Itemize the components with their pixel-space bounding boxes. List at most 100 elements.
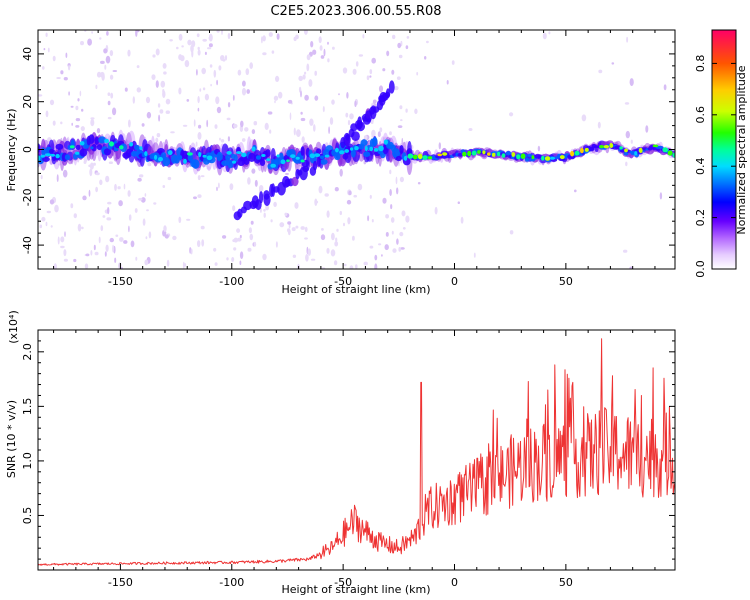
y-tick-label: 1.0	[21, 452, 34, 470]
heatmap-noise-dot	[659, 192, 663, 200]
heatmap-core-spot	[638, 147, 643, 154]
heatmap-cell	[38, 143, 41, 153]
heatmap-noise-dot	[232, 94, 235, 101]
spectrogram-xlabel: Height of straight line (km)	[281, 283, 430, 296]
heatmap-noise-dot	[96, 128, 101, 134]
heatmap-core-spot	[261, 154, 266, 157]
heatmap-cell	[334, 153, 341, 161]
heatmap-noise-dot	[326, 210, 330, 218]
heatmap-noise-dot	[331, 99, 335, 105]
heatmap-noise-dot	[56, 77, 61, 79]
heatmap-noise-dot	[106, 217, 112, 221]
heatmap-core-spot	[487, 152, 491, 156]
heatmap-noise-dot	[89, 162, 94, 170]
heatmap-noise-dot	[206, 166, 211, 170]
heatmap-noise-dot	[304, 237, 308, 240]
heatmap-noise-dot	[103, 48, 108, 54]
heatmap-noise-dot	[304, 226, 308, 232]
heatmap-core-spot	[541, 155, 545, 161]
heatmap-noise-dot	[626, 36, 629, 43]
y-tick-label: -40	[21, 236, 34, 254]
heatmap-noise-dot	[390, 217, 395, 223]
heatmap-noise-dot	[226, 117, 231, 121]
heatmap-cell	[79, 148, 88, 157]
heatmap-noise-dot	[159, 109, 164, 114]
heatmap-noise-dot	[65, 52, 68, 58]
heatmap-core-spot	[206, 155, 213, 161]
heatmap-noise-dot	[204, 51, 207, 56]
heatmap-noise-dot	[106, 31, 109, 36]
heatmap-noise-dot	[218, 65, 222, 71]
heatmap-noise-dot	[438, 142, 441, 150]
heatmap-noise-dot	[227, 32, 231, 40]
heatmap-core-spot	[290, 154, 296, 159]
heatmap-noise-dot	[379, 127, 383, 133]
heatmap-noise-dot	[216, 79, 219, 86]
heatmap-noise-dot	[202, 38, 207, 42]
heatmap-noise-dot	[226, 257, 229, 261]
heatmap-noise-dot	[398, 54, 403, 59]
heatmap-noise-dot	[363, 261, 368, 266]
heatmap-noise-dot	[296, 129, 301, 138]
heatmap-noise-dot	[52, 120, 56, 126]
heatmap-core-spot	[544, 156, 551, 161]
heatmap-noise-dot	[271, 50, 275, 54]
heatmap-noise-dot	[314, 95, 319, 101]
heatmap-cell	[216, 151, 223, 162]
spectrogram-panel: -150 -100 -50 0 50 -40 -20 0 20 40 Height of stra…	[5, 29, 676, 296]
heatmap-noise-dot	[315, 200, 319, 204]
x-tick-label: 50	[559, 576, 573, 589]
heatmap-noise-dot	[182, 124, 188, 127]
heatmap-noise-dot	[147, 162, 152, 167]
heatmap-noise-dot	[261, 36, 263, 44]
heatmap-noise-dot	[237, 69, 242, 76]
heatmap-noise-dot	[318, 36, 322, 44]
colorbar-gradient	[711, 29, 737, 270]
heatmap-noise-dot	[219, 137, 221, 141]
heatmap-core-spot	[580, 147, 584, 154]
heatmap-noise-dot	[105, 175, 110, 183]
heatmap-core-spot	[44, 153, 51, 157]
heatmap-noise-dot	[190, 44, 194, 53]
heatmap-noise-dot	[170, 131, 175, 134]
heatmap-noise-dot	[304, 71, 307, 75]
heatmap-noise-dot	[132, 96, 135, 104]
heatmap-core-spot	[497, 151, 501, 157]
heatmap-noise-dot	[386, 50, 390, 57]
heatmap-cell	[94, 136, 100, 145]
y-tick-label: 20	[21, 95, 34, 109]
heatmap-noise-dot	[298, 75, 304, 82]
heatmap-noise-dot	[332, 46, 335, 50]
heatmap-noise-dot	[114, 183, 117, 191]
heatmap-cell	[227, 159, 234, 169]
heatmap-branch-cell	[385, 88, 391, 99]
heatmap-noise-dot	[213, 247, 217, 252]
heatmap-core-spot	[672, 152, 675, 158]
heatmap-noise-dot	[247, 177, 251, 185]
heatmap-noise-dot	[264, 122, 269, 130]
heatmap-noise-dot	[57, 163, 61, 166]
heatmap-core-spot	[667, 150, 673, 156]
heatmap-noise-dot	[197, 49, 201, 56]
heatmap-noise-dot	[293, 36, 297, 42]
heatmap-noise-dot	[358, 54, 364, 57]
heatmap-noise-dot	[624, 102, 630, 105]
heatmap-noise-dot	[542, 32, 547, 40]
heatmap-noise-dot	[574, 189, 577, 193]
heatmap-noise-dot	[324, 193, 329, 197]
heatmap-noise-dot	[95, 84, 98, 90]
heatmap-noise-dot	[369, 69, 373, 75]
heatmap-noise-dot	[213, 69, 217, 78]
snr-y-unit: (x10⁴)	[7, 310, 20, 344]
heatmap-cell	[441, 156, 448, 159]
heatmap-noise-dot	[196, 33, 200, 38]
heatmap-noise-dot	[73, 258, 77, 263]
heatmap-noise-dot	[181, 45, 184, 48]
heatmap-noise-dot	[75, 118, 81, 122]
y-tick-label: 2.0	[21, 343, 34, 361]
heatmap-noise-dot	[314, 70, 318, 76]
heatmap-noise-dot	[102, 215, 106, 218]
heatmap-noise-dot	[245, 68, 250, 76]
heatmap-noise-dot	[273, 95, 279, 101]
heatmap-noise-dot	[339, 168, 343, 177]
